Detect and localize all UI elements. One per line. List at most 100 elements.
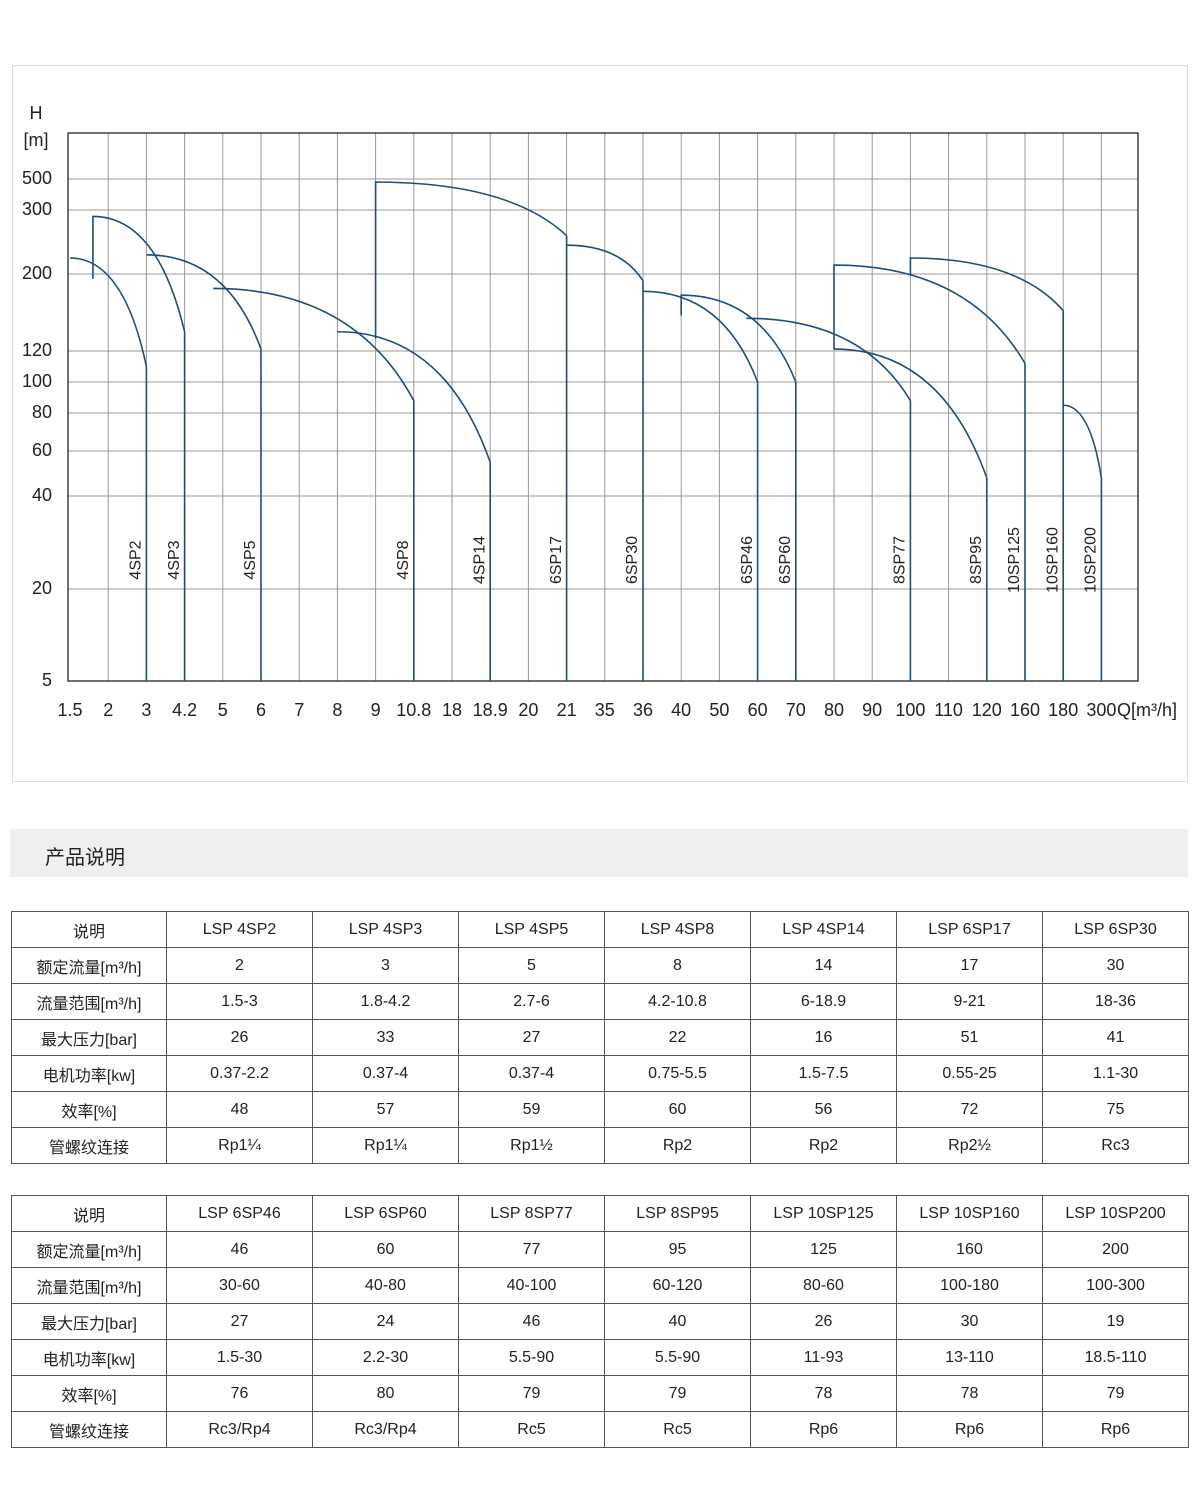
table-row: 说明 LSP 4SP2 LSP 4SP3 LSP 4SP5 LSP 4SP8 LSP 4S…	[11, 911, 1189, 948]
curve-label: 10SP160	[1044, 527, 1061, 593]
table-cell: 33	[312, 1019, 459, 1056]
table-cell: 18-36	[1042, 983, 1189, 1020]
row-header: 管螺纹连接	[11, 1411, 167, 1448]
y-axis-unit: [m]	[24, 130, 49, 150]
table-cell: 30-60	[166, 1267, 313, 1304]
table-cell: 1.5-30	[166, 1339, 313, 1376]
table-cell: Rp2	[750, 1127, 897, 1164]
x-tick-label: 8	[332, 700, 342, 720]
table-cell: 0.75-5.5	[604, 1055, 751, 1092]
table-row: 电机功率[kw] 0.37-2.2 0.37-4 0.37-4 0.75-5.5 1.5-…	[11, 1055, 1189, 1092]
table-row: 效率[%] 76 80 79 79 78 78 79	[11, 1375, 1189, 1412]
y-tick-label: 5	[42, 670, 52, 690]
table-cell: LSP 6SP17	[896, 911, 1043, 948]
pump-curve	[92, 215, 186, 332]
x-tick-label: 300	[1086, 700, 1116, 720]
table-cell: 0.37-4	[458, 1055, 605, 1092]
table-row: 说明 LSP 6SP46 LSP 6SP60 LSP 8SP77 LSP 8SP95 LS…	[11, 1195, 1189, 1232]
pump-curve	[146, 254, 262, 350]
row-header: 电机功率[kw]	[11, 1055, 167, 1092]
table-cell: 41	[1042, 1019, 1189, 1056]
table-cell: Rc5	[604, 1411, 751, 1448]
table-cell: 48	[166, 1091, 313, 1128]
table-cell: 51	[896, 1019, 1043, 1056]
table-cell: LSP 8SP95	[604, 1195, 751, 1232]
table-cell: 79	[458, 1375, 605, 1412]
y-tick-label: 300	[22, 199, 52, 219]
table-cell: 80	[312, 1375, 459, 1412]
chart: H [m] Q[m³/h] 5 20 40 60 80 100 120 200 300 500 1.…	[22, 103, 1177, 720]
table-cell: 46	[458, 1303, 605, 1340]
table-cell: 17	[896, 947, 1043, 984]
table-cell: LSP 10SP200	[1042, 1195, 1189, 1232]
y-tick-label: 60	[32, 440, 52, 460]
table-cell: 19	[1042, 1303, 1189, 1340]
x-tick-label: 110	[934, 700, 963, 720]
table-cell: 160	[896, 1231, 1043, 1268]
table-cell: 200	[1042, 1231, 1189, 1268]
row-header: 流量范围[m³/h]	[11, 1267, 167, 1304]
table-cell: 2	[166, 947, 313, 984]
section-title: 产品说明	[45, 847, 125, 869]
table-cell: 26	[166, 1019, 313, 1056]
table-cell: 46	[166, 1231, 313, 1268]
pump-curve	[337, 330, 491, 463]
x-tick-label: 21	[557, 700, 577, 720]
pump-curve	[374, 181, 568, 339]
table-row: 最大压力[bar] 26 33 27 22 16 51 41	[11, 1019, 1189, 1056]
table-row: 电机功率[kw] 1.5-30 2.2-30 5.5-90 5.5-90 11-93 13-…	[11, 1339, 1189, 1376]
table-cell: 26	[750, 1303, 897, 1340]
table-cell: Rc3/Rp4	[312, 1411, 459, 1448]
row-header: 额定流量[m³/h]	[11, 947, 167, 984]
table-cell: 2.2-30	[312, 1339, 459, 1376]
curve-label: 10SP200	[1083, 527, 1100, 593]
curve-label: 10SP125	[1006, 527, 1023, 593]
row-header: 效率[%]	[11, 1375, 167, 1412]
curve-label: 4SP3	[166, 540, 183, 579]
row-header: 额定流量[m³/h]	[11, 1231, 167, 1268]
table-cell: LSP 4SP8	[604, 911, 751, 948]
x-tick-label: 120	[972, 700, 1002, 720]
x-tick-label: 18.9	[473, 700, 508, 720]
x-tick-label: 6	[256, 700, 266, 720]
table-cell: Rp2	[604, 1127, 751, 1164]
table-cell: LSP 4SP14	[750, 911, 897, 948]
table-cell: 80-60	[750, 1267, 897, 1304]
table-cell: Rp1½	[458, 1127, 605, 1164]
pump-curve	[213, 287, 415, 401]
table-cell: 1.1-30	[1042, 1055, 1189, 1092]
table-cell: 100-300	[1042, 1267, 1189, 1304]
table-cell: 5.5-90	[604, 1339, 751, 1376]
table-row: 最大压力[bar] 27 24 46 40 26 30 19	[11, 1303, 1189, 1340]
table-cell: 0.37-2.2	[166, 1055, 313, 1092]
x-tick-label: 70	[786, 700, 806, 720]
row-header: 管螺纹连接	[11, 1127, 167, 1164]
x-tick-label: 40	[671, 700, 691, 720]
table-cell: 22	[604, 1019, 751, 1056]
table-cell: 6-18.9	[750, 983, 897, 1020]
table-cell: Rp6	[896, 1411, 1043, 1448]
table-cell: 78	[896, 1375, 1043, 1412]
grid	[68, 132, 1138, 682]
table-cell: Rc3/Rp4	[166, 1411, 313, 1448]
x-tick-label: 35	[595, 700, 615, 720]
table-cell: 60	[604, 1091, 751, 1128]
table-row: 额定流量[m³/h] 46 60 77 95 125 160 200	[11, 1231, 1189, 1268]
x-axis-label: Q[m³/h]	[1117, 700, 1177, 720]
pump-curve	[746, 317, 912, 402]
table-cell: 24	[312, 1303, 459, 1340]
pump-curve	[1063, 404, 1103, 479]
table-cell: Rp1¼	[312, 1127, 459, 1164]
x-tick-label: 3	[141, 700, 151, 720]
table-cell: 76	[166, 1375, 313, 1412]
curve-label: 6SP60	[777, 536, 794, 584]
y-tick-label: 200	[22, 263, 52, 283]
table-cell: LSP 6SP46	[166, 1195, 313, 1232]
pump-curve	[833, 264, 1026, 364]
row-header: 电机功率[kw]	[11, 1339, 167, 1376]
table-cell: 1.5-3	[166, 983, 313, 1020]
table-cell: 18.5-110	[1042, 1339, 1189, 1376]
table-cell: 57	[312, 1091, 459, 1128]
table-cell: LSP 4SP2	[166, 911, 313, 948]
